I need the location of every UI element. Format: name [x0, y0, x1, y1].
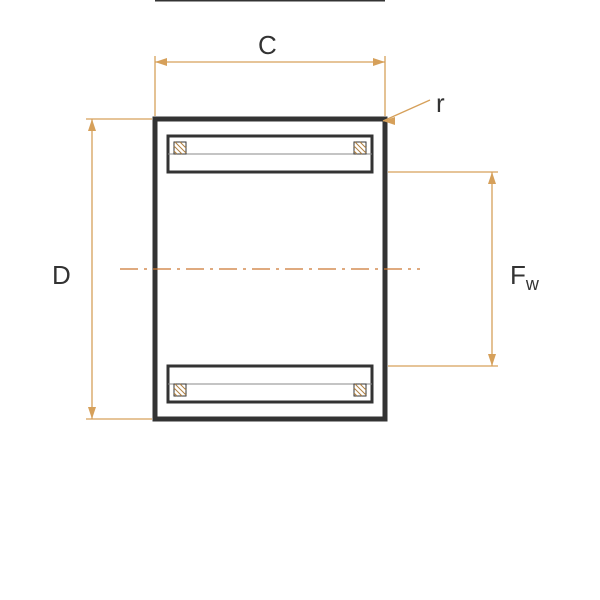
- label-Fw-main: F: [510, 260, 526, 290]
- label-C: C: [258, 30, 277, 61]
- label-D: D: [52, 260, 71, 291]
- label-Fw: Fw: [510, 260, 539, 295]
- label-r: r: [436, 88, 445, 119]
- bearing-drawing: [0, 0, 600, 600]
- label-Fw-sub: w: [526, 274, 539, 294]
